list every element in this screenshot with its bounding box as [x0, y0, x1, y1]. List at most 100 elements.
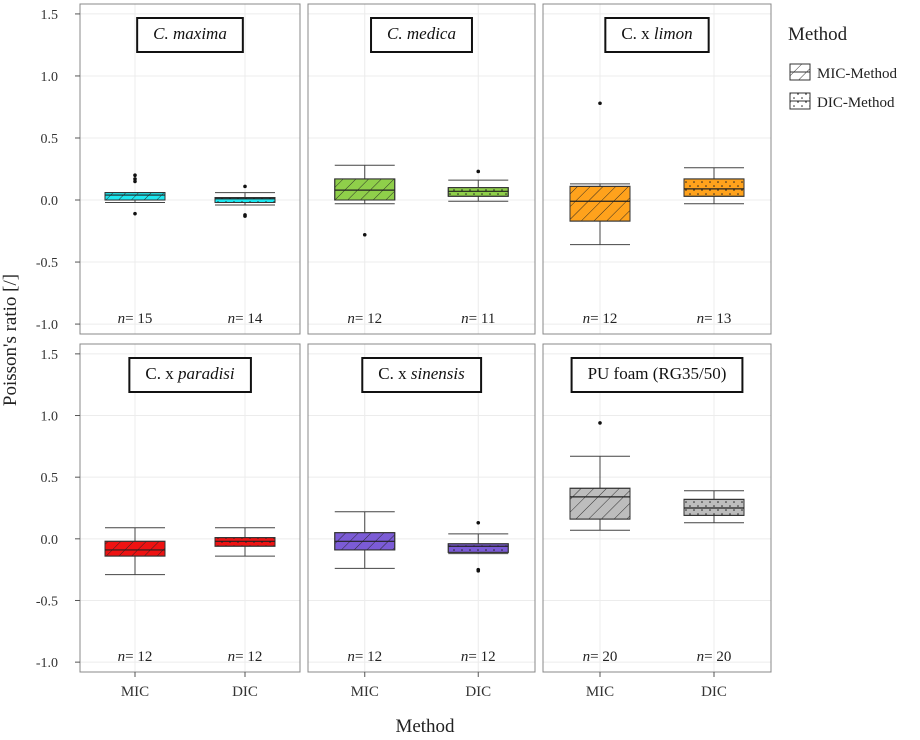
panel-border: [307, 3, 536, 335]
outlier-point: [476, 520, 481, 525]
box-pattern: [569, 487, 631, 520]
y-tick-label: 1.5: [41, 348, 59, 363]
outlier-point: [133, 179, 137, 184]
panel-background: [308, 344, 535, 672]
panel-border: [542, 343, 772, 673]
panel-title: C. x sinensis: [361, 357, 483, 393]
box-dic: n= 20: [683, 490, 745, 665]
panel-title-box: [570, 357, 744, 393]
panel-background: [308, 4, 535, 334]
box-pattern: [683, 178, 745, 197]
panel-title-box: [136, 17, 244, 53]
n-label: n= 12: [347, 311, 382, 327]
panel-3: n= 12 n= 13 C. x limon: [542, 3, 772, 335]
legend-title: Method: [788, 24, 848, 45]
n-label: n= 12: [347, 649, 382, 665]
panel-background: [543, 4, 771, 334]
n-label: n= 12: [461, 649, 496, 665]
panel-title-box: [361, 357, 483, 393]
panel-title: C. medica: [370, 17, 473, 53]
n-label: n= 12: [583, 311, 618, 327]
outlier-point: [362, 232, 367, 237]
box-pattern: [447, 187, 509, 197]
y-tick-label: 1.0: [41, 410, 59, 425]
panel-title-text: PU foam (RG35/50): [588, 364, 727, 383]
outlier-point: [598, 421, 602, 425]
box-pattern: [334, 178, 396, 201]
outlier-point: [243, 214, 247, 218]
box-pattern: [104, 192, 166, 201]
box-pattern: [214, 537, 276, 547]
y-tick-label: -1.0: [36, 318, 58, 333]
y-tick-label: 0.0: [41, 533, 59, 548]
x-tick-label: DIC: [232, 684, 258, 700]
outlier-point: [598, 101, 602, 106]
panel-title: C. x limon: [604, 17, 710, 53]
box-dic: n= 12: [214, 527, 276, 665]
n-label: n= 12: [228, 649, 263, 665]
panel-title: PU foam (RG35/50): [570, 357, 744, 393]
panel-title-text: C. medica: [387, 24, 456, 43]
outlier-point: [243, 184, 247, 189]
y-tick-label: 1.0: [41, 70, 59, 85]
box-pattern: [683, 498, 745, 516]
box-dic: n= 13: [683, 167, 745, 327]
legend: Method MIC-Method DIC-Method: [788, 24, 897, 111]
y-tick-label: 1.5: [41, 8, 59, 23]
box-pattern: [569, 185, 631, 222]
box-dic: n= 14: [214, 184, 276, 327]
x-tick-label: DIC: [465, 684, 491, 700]
n-label: n= 20: [583, 649, 618, 665]
n-label: n= 12: [118, 649, 153, 665]
y-tick-label: 0.5: [41, 132, 59, 147]
n-label: n= 14: [228, 311, 263, 327]
box-mic: n= 12: [104, 527, 166, 665]
panel-border: [79, 343, 301, 673]
panel-title-box: [370, 17, 473, 53]
panel-4: n= 12 n= 12 C. x paradisi 1.5 1.0 0.5 0.0 -0.5 -…: [36, 343, 301, 700]
n-label: n= 20: [697, 649, 732, 665]
legend-item-dic: DIC-Method: [789, 92, 895, 111]
box-mic: n= 20: [569, 421, 631, 665]
y-tick-label: -0.5: [36, 256, 58, 271]
panel-title-text: C. x sinensis: [378, 364, 465, 383]
legend-label-dic: DIC-Method: [817, 95, 895, 111]
outlier-point: [476, 569, 481, 573]
x-tick-label: DIC: [701, 684, 727, 700]
n-label: n= 15: [118, 311, 153, 327]
x-axis-label: Method: [395, 716, 455, 737]
box-dic: n= 12: [447, 520, 509, 665]
legend-label-mic: MIC-Method: [817, 66, 897, 82]
panel-6: n= 20 n= 20 PU foam (RG35/50) MIC DIC: [542, 343, 772, 700]
outlier-point: [133, 211, 137, 216]
panel-border: [307, 343, 536, 673]
panel-title: C. x paradisi: [128, 357, 252, 393]
box-pattern: [104, 540, 166, 557]
x-tick-label: MIC: [121, 684, 149, 700]
panel-background: [80, 344, 300, 672]
outlier-point: [133, 173, 137, 178]
box-mic: n= 12: [569, 101, 631, 327]
box-dic: n= 11: [447, 169, 509, 327]
outlier-point: [133, 177, 137, 181]
panel-title-box: [604, 17, 710, 53]
panel-title-text: C. x paradisi: [145, 364, 235, 383]
box-mic: n= 15: [104, 173, 166, 327]
y-tick-label: 0.5: [41, 471, 59, 486]
y-tick-label: -0.5: [36, 594, 58, 609]
y-tick-label: -1.0: [36, 656, 58, 671]
panel-5: n= 12 n= 12 C. x sinensis MIC DIC: [307, 343, 536, 700]
y-axis-label: Poisson's ratio [/]: [0, 274, 21, 406]
box-pattern: [214, 197, 276, 203]
panel-1: n= 15 n= 14 C. maxima 1.5 1.0 0.5 0.0 -0.5 -1.0: [36, 3, 301, 335]
panel-title-box: [128, 357, 252, 393]
outlier-point: [476, 169, 481, 174]
panel-border: [542, 3, 772, 335]
panel-title-text: C. maxima: [153, 24, 227, 43]
panel-border: [79, 3, 301, 335]
n-label: n= 13: [697, 311, 732, 327]
x-tick-label: MIC: [586, 684, 614, 700]
panel-title-text: C. x limon: [621, 24, 692, 43]
